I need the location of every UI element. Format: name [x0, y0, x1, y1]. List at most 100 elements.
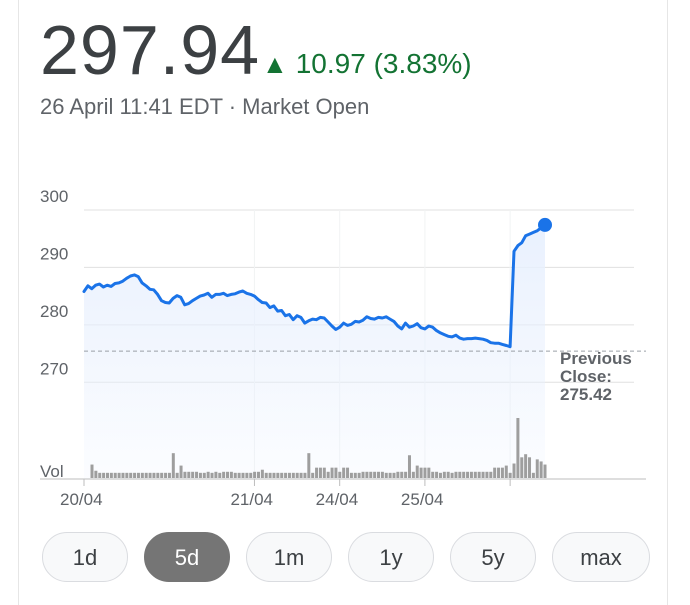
volume-bar	[493, 467, 497, 478]
volume-bar	[404, 471, 408, 478]
volume-bar	[202, 472, 206, 478]
volume-bar	[481, 471, 485, 478]
volume-bar	[253, 471, 257, 478]
volume-bar	[233, 472, 237, 478]
volume-bar	[136, 472, 140, 478]
volume-bar	[400, 471, 404, 478]
volume-bar	[148, 472, 152, 478]
btn-1m[interactable]: 1m	[246, 532, 332, 582]
volume-bar	[454, 471, 458, 478]
price-change: ▲ 10.97 (3.83%)	[262, 46, 472, 82]
volume-bar	[473, 471, 477, 478]
volume-bar	[268, 472, 272, 478]
volume-bar	[338, 471, 342, 478]
volume-bar	[485, 471, 489, 478]
quote-card	[18, 0, 668, 605]
volume-bar	[407, 455, 411, 478]
volume-bar	[299, 472, 303, 478]
y-tick-label-300: 300	[40, 187, 68, 206]
volume-bar	[280, 472, 284, 478]
y-tick-label-280: 280	[40, 302, 68, 321]
volume-bar	[179, 465, 183, 478]
volume-bar	[249, 472, 253, 478]
volume-bar	[129, 472, 133, 478]
volume-bar	[175, 472, 179, 478]
volume-bar	[195, 471, 199, 478]
volume-bar	[303, 472, 307, 478]
price-change-value: 10.97 (3.83%)	[295, 48, 472, 79]
volume-bar	[365, 471, 369, 478]
volume-bar	[438, 472, 442, 478]
volume-bar	[380, 471, 384, 478]
volume-bar	[117, 472, 121, 478]
volume-bar	[311, 472, 315, 478]
volume-bar	[105, 472, 109, 478]
volume-bar	[531, 472, 535, 478]
volume-bar	[427, 467, 431, 478]
volume-bar	[144, 472, 148, 478]
volume-bar	[419, 467, 423, 478]
volume-bar	[466, 471, 470, 478]
y-tick-label-270: 270	[40, 359, 68, 378]
btn-1y[interactable]: 1y	[348, 532, 434, 582]
volume-bar	[446, 471, 450, 478]
current-price-dot	[538, 217, 552, 232]
btn-max[interactable]: max	[552, 532, 650, 582]
price-area-fill	[84, 224, 545, 479]
volume-bar	[272, 472, 276, 478]
btn-1d[interactable]: 1d	[42, 532, 128, 582]
volume-bar	[264, 472, 268, 478]
volume-bar	[528, 457, 532, 478]
volume-bar	[384, 472, 388, 478]
price-line	[82, 223, 547, 349]
volume-bar	[113, 472, 117, 478]
btn-5y[interactable]: 5y	[450, 532, 536, 582]
volume-bar	[497, 467, 501, 478]
volume-bar	[125, 472, 129, 478]
volume-bar	[450, 472, 454, 478]
volume-bar	[98, 472, 102, 478]
btn-5d[interactable]: 5d	[144, 532, 230, 582]
volume-bar	[183, 471, 187, 478]
x-tick-label-2: 24/04	[316, 490, 359, 509]
previous-close-label-line1: Previous	[560, 349, 632, 368]
volume-bar	[346, 467, 350, 478]
volume-bar	[140, 472, 144, 478]
volume-bar	[121, 472, 125, 478]
volume-bar	[167, 472, 171, 478]
volume-bar	[102, 472, 106, 478]
volume-bar	[423, 467, 427, 478]
y-tick-label-290: 290	[40, 244, 68, 263]
volume-bar	[133, 472, 137, 478]
volume-bar	[535, 459, 539, 478]
volume-bar	[241, 472, 245, 478]
volume-bar	[291, 472, 295, 478]
volume-bar	[245, 472, 249, 478]
volume-bar	[187, 471, 191, 478]
volume-bar	[462, 471, 466, 478]
current-price: 297.94	[40, 11, 261, 89]
x-tick-label-3: 25/04	[401, 490, 444, 509]
volume-bar	[330, 467, 334, 478]
volume-bar	[318, 467, 322, 478]
volume-bar	[160, 472, 164, 478]
volume-bar	[361, 471, 365, 478]
volume-bar	[396, 471, 400, 478]
volume-bar	[260, 469, 264, 478]
volume-bar	[295, 472, 299, 478]
volume-bar	[90, 464, 94, 478]
volume-bar	[349, 472, 353, 478]
volume-bar	[539, 461, 543, 478]
volume-bar	[342, 467, 346, 478]
x-tick-label-0: 20/04	[60, 490, 103, 509]
volume-bar	[543, 464, 547, 478]
previous-close-label-line2: Close:	[560, 367, 612, 386]
volume-bar	[369, 471, 373, 478]
volume-bar	[237, 472, 241, 478]
volume-bar	[229, 471, 233, 478]
volume-bar	[357, 472, 361, 478]
volume-bar	[198, 472, 202, 478]
volume-bar	[152, 472, 156, 478]
volume-bar	[508, 472, 512, 478]
